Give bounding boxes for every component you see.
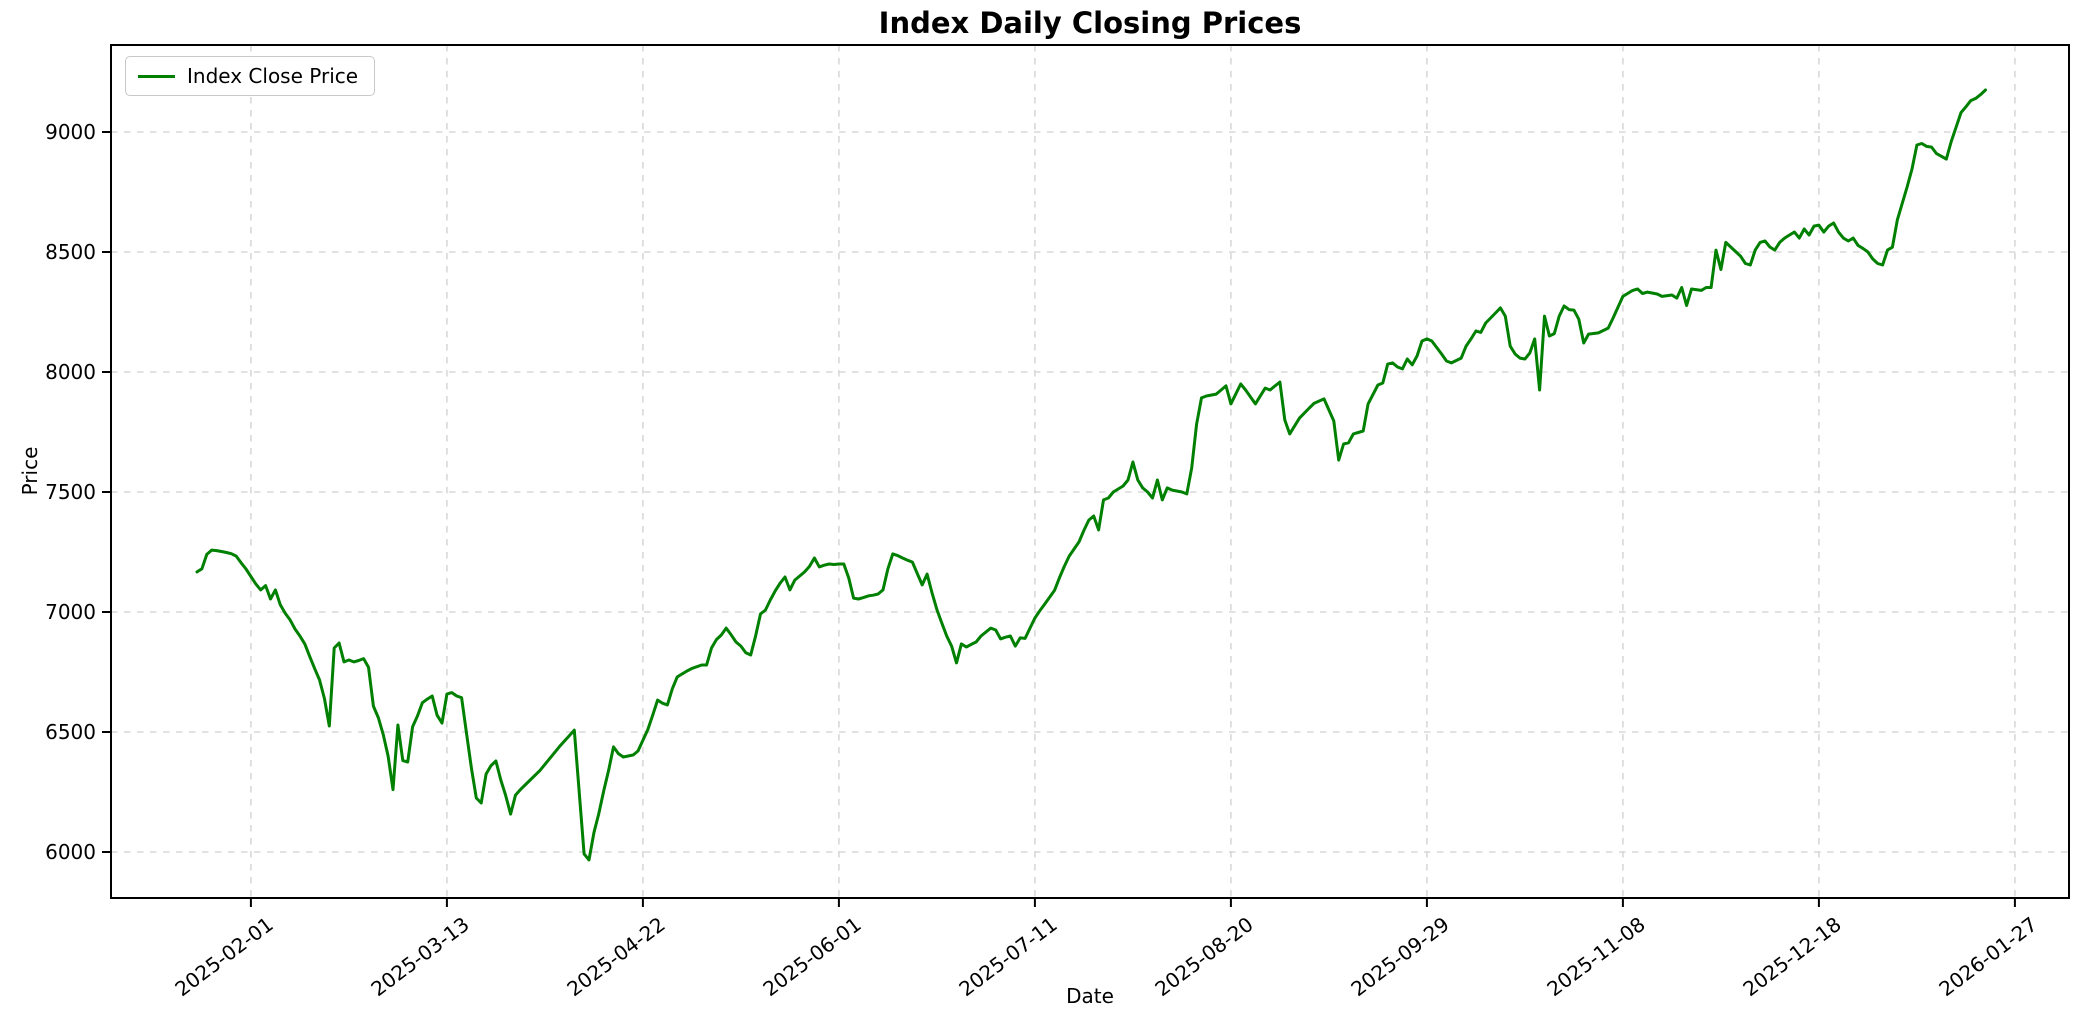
chart-title: Index Daily Closing Prices [878, 6, 1302, 40]
tick-marks [102, 131, 2016, 907]
x-axis-label: Date [1066, 984, 1114, 1008]
y-tick-label: 6500 [45, 720, 96, 744]
axes-spines [110, 44, 2070, 899]
legend: Index Close Price [125, 56, 376, 96]
y-tick-label: 7000 [45, 600, 96, 624]
y-tick-label: 9000 [45, 120, 96, 144]
y-tick-label: 6000 [45, 840, 96, 864]
y-tick-label: 8000 [45, 360, 96, 384]
legend-label: Index Close Price [187, 64, 359, 88]
gridlines [111, 45, 2069, 898]
y-tick-label: 7500 [45, 480, 96, 504]
price-line-series [195, 88, 1987, 862]
y-tick-label: 8500 [45, 240, 96, 264]
legend-line-sample [138, 74, 175, 78]
